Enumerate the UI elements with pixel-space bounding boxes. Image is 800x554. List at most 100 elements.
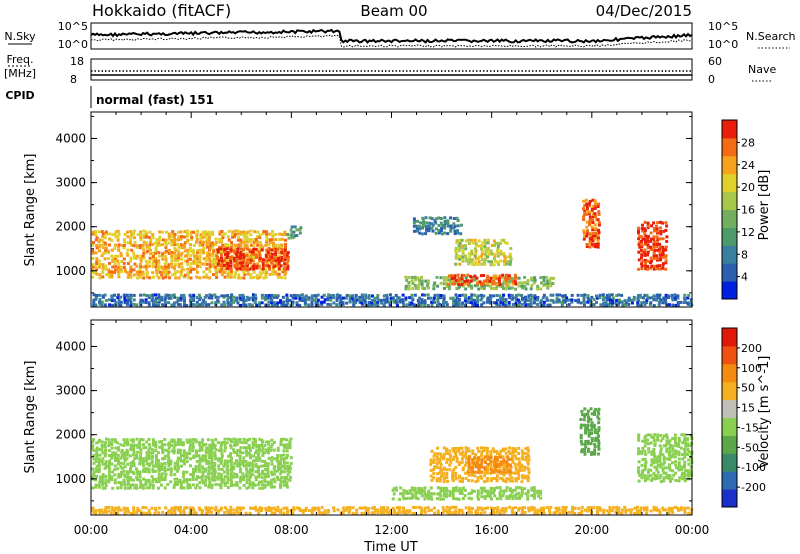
data-cell: [429, 495, 433, 499]
data-cell: [511, 497, 515, 501]
data-cell: [285, 476, 289, 479]
data-cell: [279, 259, 283, 262]
data-cell: [177, 249, 181, 253]
data-cell: [684, 441, 688, 445]
data-cell: [658, 250, 662, 254]
data-cell: [517, 469, 521, 473]
data-cell: [471, 303, 475, 307]
data-cell: [95, 456, 99, 460]
data-cell: [564, 506, 568, 509]
data-cell: [421, 216, 425, 220]
data-cell: [348, 294, 352, 298]
data-cell: [208, 241, 212, 245]
data-cell: [255, 456, 259, 460]
data-cell: [529, 276, 533, 280]
data-cell: [586, 442, 590, 446]
data-cell: [271, 243, 275, 247]
data-cell: [483, 284, 487, 287]
data-cell: [110, 478, 114, 482]
noise-left-tick-top: 10^5: [58, 20, 88, 33]
data-cell: [530, 494, 534, 497]
data-cell: [502, 276, 506, 279]
data-cell: [146, 249, 149, 253]
data-cell: [272, 485, 276, 489]
data-cell: [207, 451, 211, 455]
data-cell: [199, 235, 203, 239]
data-cell: [113, 481, 117, 485]
data-cell: [492, 450, 496, 454]
data-cell: [241, 298, 245, 302]
data-cell: [238, 454, 242, 458]
data-cell: [285, 461, 289, 465]
data-cell: [582, 237, 586, 241]
data-cell: [104, 474, 108, 478]
data-cell: [453, 224, 457, 228]
data-cell: [145, 451, 149, 455]
data-cell: [271, 272, 275, 276]
data-cell: [641, 439, 645, 443]
data-cell: [141, 254, 145, 258]
data-cell: [307, 296, 311, 300]
data-cell: [116, 467, 120, 471]
data-cell: [640, 253, 644, 257]
data-cell: [464, 296, 468, 300]
data-cell: [652, 245, 656, 249]
data-cell: [125, 457, 129, 461]
data-cell: [249, 256, 253, 260]
data-cell: [214, 268, 218, 272]
data-cell: [620, 511, 624, 515]
data-cell: [473, 456, 477, 459]
data-cell: [235, 509, 239, 513]
data-cell: [176, 238, 180, 242]
data-cell: [277, 272, 281, 276]
data-cell: [182, 470, 186, 474]
data-cell: [524, 447, 528, 451]
data-cell: [483, 455, 487, 459]
data-cell: [454, 299, 458, 302]
data-cell: [608, 506, 612, 510]
data-cell: [169, 294, 173, 297]
data-cell: [132, 506, 136, 510]
data-cell: [398, 506, 402, 510]
data-cell: [370, 301, 374, 305]
data-cell: [454, 246, 458, 250]
data-cell: [565, 296, 569, 300]
data-cell: [332, 506, 336, 510]
data-cell: [222, 263, 226, 267]
data-cell: [441, 474, 445, 478]
data-cell: [225, 247, 229, 251]
data-cell: [665, 442, 669, 446]
data-cell: [241, 451, 245, 455]
data-cell: [148, 248, 152, 252]
data-cell: [419, 491, 423, 495]
data-cell: [131, 438, 135, 442]
data-cell: [513, 488, 517, 492]
data-cell: [173, 461, 177, 465]
data-cell: [275, 469, 279, 473]
data-cell: [249, 456, 252, 460]
colorbar-tick-label: -15: [741, 421, 759, 434]
data-cell: [144, 259, 148, 263]
data-cell: [558, 293, 562, 297]
data-cell: [442, 294, 446, 298]
data-cell: [529, 287, 533, 291]
data-cell: [589, 423, 593, 427]
data-cell: [507, 301, 511, 304]
data-cell: [208, 276, 212, 280]
data-cell: [251, 481, 255, 485]
data-cell: [661, 506, 665, 510]
data-cell: [260, 443, 264, 447]
data-cell: [410, 301, 414, 305]
data-cell: [164, 267, 168, 271]
data-cell: [116, 238, 120, 242]
data-region-6: [91, 505, 694, 515]
data-cell: [515, 486, 519, 490]
data-cell: [464, 471, 468, 475]
data-cell: [182, 480, 185, 484]
data-cell: [567, 510, 571, 514]
data-cell: [133, 256, 137, 260]
data-cell: [195, 460, 199, 463]
data-cell: [221, 236, 225, 239]
data-cell: [507, 477, 511, 481]
data-cell: [288, 470, 292, 474]
